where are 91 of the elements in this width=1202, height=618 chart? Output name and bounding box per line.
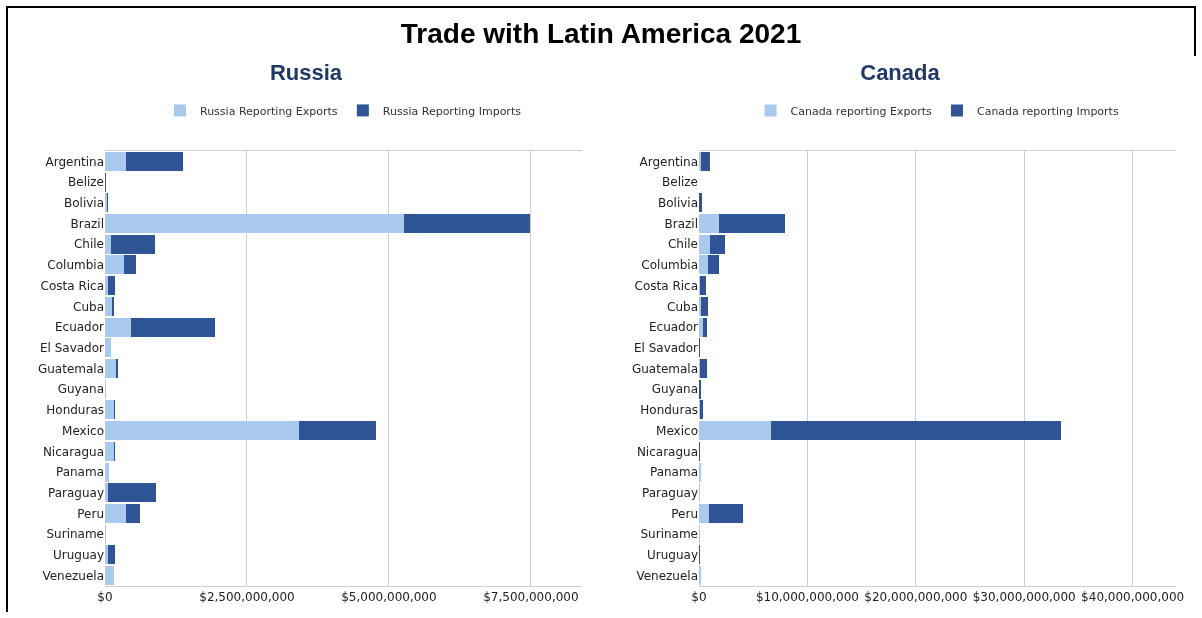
- y-tick-label: Belize: [662, 175, 698, 190]
- y-tick-label: Mexico: [62, 423, 104, 438]
- y-tick-label: Guyana: [651, 382, 698, 397]
- bar: [703, 317, 707, 337]
- y-tick-label: Columbia: [641, 258, 698, 273]
- y-tick-label: Bolivia: [657, 195, 698, 210]
- x-tick-label: $7,500,000,000: [483, 590, 579, 605]
- x-tick-label: $10,000,000,000: [755, 590, 859, 605]
- bar: [105, 213, 404, 234]
- y-tick-label: Mexico: [656, 423, 698, 438]
- x-tick-label: $40,000,000,000: [1081, 590, 1185, 605]
- y-tick-label: Suriname: [46, 527, 104, 542]
- y-tick-label: Argentina: [639, 154, 698, 169]
- legend-label: Canada reporting Imports: [976, 104, 1119, 118]
- bar: [699, 503, 709, 524]
- bar: [700, 358, 707, 379]
- y-tick-label: El Savador: [39, 340, 105, 355]
- y-tick-label: Chile: [667, 237, 698, 252]
- y-tick-label: Brazil: [664, 216, 698, 231]
- y-tick-label: Nicaragua: [636, 444, 698, 459]
- y-tick-label: Ecuador: [54, 320, 105, 335]
- bar: [107, 483, 157, 503]
- bar: [126, 151, 184, 171]
- bar: [770, 421, 1062, 441]
- x-tick-label: $2,500,000,000: [199, 590, 295, 605]
- bar: [699, 193, 703, 213]
- legend-label: Canada reporting Exports: [790, 104, 932, 118]
- y-tick-label: Uruguay: [647, 548, 698, 563]
- y-tick-label: Cuba: [667, 299, 698, 314]
- bar: [699, 151, 702, 171]
- y-tick-label: Costa Rica: [634, 278, 698, 293]
- bar: [298, 421, 377, 441]
- x-tick-label: $0: [97, 590, 113, 605]
- legend-label: Russia Reporting Exports: [200, 104, 338, 118]
- y-tick-label: Venezuela: [636, 568, 698, 583]
- bar: [105, 421, 299, 441]
- y-tick-label: Paraguay: [641, 485, 698, 500]
- legend-label: Russia Reporting Imports: [382, 104, 522, 118]
- bar: [107, 276, 115, 296]
- y-tick-label: Ecuador: [648, 320, 699, 335]
- y-tick-label: Bolivia: [63, 195, 104, 210]
- chart-subtitle: Russia: [269, 59, 343, 85]
- y-tick-label: Nicaragua: [42, 444, 104, 459]
- x-tick-label: $20,000,000,000: [864, 590, 968, 605]
- bar: [105, 276, 108, 296]
- bar: [718, 213, 785, 234]
- bar: [708, 503, 744, 524]
- bar: [105, 441, 114, 461]
- y-tick-label: Costa Rica: [40, 278, 104, 293]
- y-tick-label: Columbia: [47, 258, 104, 273]
- bar: [700, 276, 706, 296]
- bar: [131, 317, 215, 337]
- bar: [701, 151, 710, 171]
- y-tick-label: Suriname: [640, 527, 698, 542]
- y-tick-label: Peru: [77, 506, 104, 521]
- bar: [105, 503, 127, 524]
- bar: [699, 296, 702, 316]
- bar: [107, 545, 115, 565]
- bar: [701, 296, 708, 316]
- y-tick-label: Argentina: [45, 154, 104, 169]
- bar: [105, 151, 127, 171]
- y-tick-label: Panama: [55, 465, 104, 480]
- y-tick-label: Guyana: [57, 382, 104, 397]
- bar: [699, 213, 719, 234]
- y-tick-label: Uruguay: [53, 548, 104, 563]
- y-tick-label: Venezuela: [42, 568, 104, 583]
- y-tick-label: Chile: [73, 237, 104, 252]
- y-tick-label: Guatemala: [631, 361, 698, 376]
- y-tick-label: Peru: [671, 506, 698, 521]
- y-tick-label: Belize: [68, 175, 104, 190]
- chart-title: Trade with Latin America 2021: [399, 18, 803, 50]
- x-tick-label: $5,000,000,000: [341, 590, 437, 605]
- y-tick-label: Guatemala: [37, 361, 104, 376]
- y-tick-label: Honduras: [46, 403, 104, 418]
- bar: [403, 213, 530, 234]
- y-tick-label: Paraguay: [47, 485, 104, 500]
- bar: [126, 503, 140, 524]
- bar: [699, 421, 771, 441]
- y-tick-label: Panama: [649, 465, 698, 480]
- y-tick-label: Cuba: [73, 299, 104, 314]
- bar: [699, 566, 702, 586]
- bar: [105, 566, 114, 586]
- bar: [105, 296, 113, 316]
- bar: [699, 317, 704, 337]
- x-tick-label: $0: [691, 590, 707, 605]
- x-tick-label: $30,000,000,000: [972, 590, 1076, 605]
- y-tick-label: Honduras: [640, 403, 698, 418]
- y-tick-label: Brazil: [70, 216, 104, 231]
- bar: [105, 358, 116, 379]
- y-tick-label: El Savador: [633, 340, 699, 355]
- chart-subtitle: Canada: [860, 59, 941, 85]
